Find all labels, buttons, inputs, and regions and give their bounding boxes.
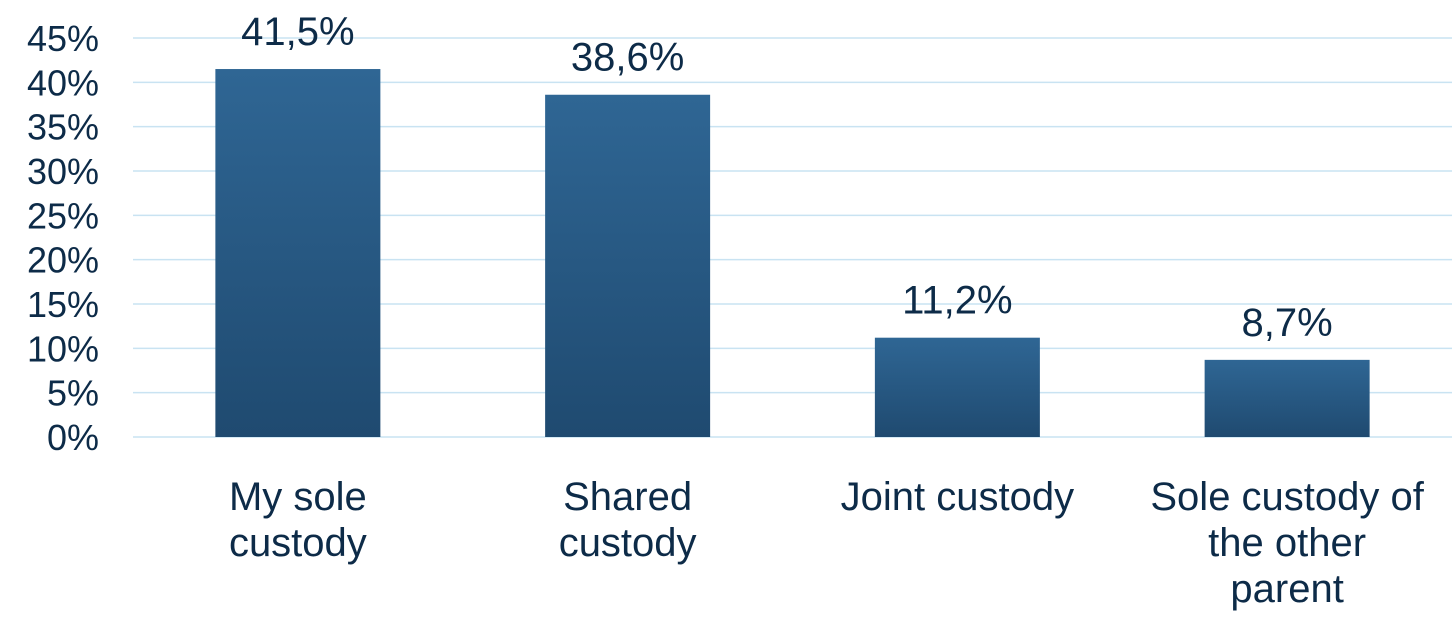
y-tick-label: 5%: [47, 373, 99, 414]
data-labels: 41,5% 38,6% 11,2% 8,7%: [241, 10, 1333, 345]
category-label: Joint custody: [841, 475, 1074, 519]
bar: [545, 94, 711, 437]
y-tick-label: 15%: [27, 284, 99, 325]
y-axis-tick-labels: 0%5%10%15%20%25%30%35%40%45%: [27, 18, 99, 458]
data-label: 11,2%: [902, 279, 1012, 323]
category-label: My sole: [229, 475, 367, 519]
y-tick-label: 45%: [27, 18, 99, 59]
category-label: Sole custody of: [1150, 475, 1424, 519]
y-tick-label: 10%: [27, 328, 99, 369]
data-label: 8,7%: [1242, 301, 1333, 345]
y-tick-label: 40%: [27, 62, 99, 103]
bar: [874, 337, 1040, 437]
category-label: custody: [229, 521, 367, 565]
bars: [215, 69, 1370, 438]
y-tick-label: 20%: [27, 240, 99, 281]
y-tick-label: 25%: [27, 195, 99, 236]
category-label: the other: [1208, 521, 1366, 565]
bar: [215, 69, 381, 438]
category-label: custody: [559, 521, 697, 565]
category-label: parent: [1230, 567, 1343, 611]
y-tick-label: 30%: [27, 151, 99, 192]
data-label: 41,5%: [241, 10, 354, 54]
data-label: 38,6%: [571, 36, 684, 80]
y-tick-label: 35%: [27, 107, 99, 148]
category-label: Shared: [563, 475, 692, 519]
bar: [1204, 359, 1370, 437]
y-tick-label: 0%: [47, 417, 99, 458]
